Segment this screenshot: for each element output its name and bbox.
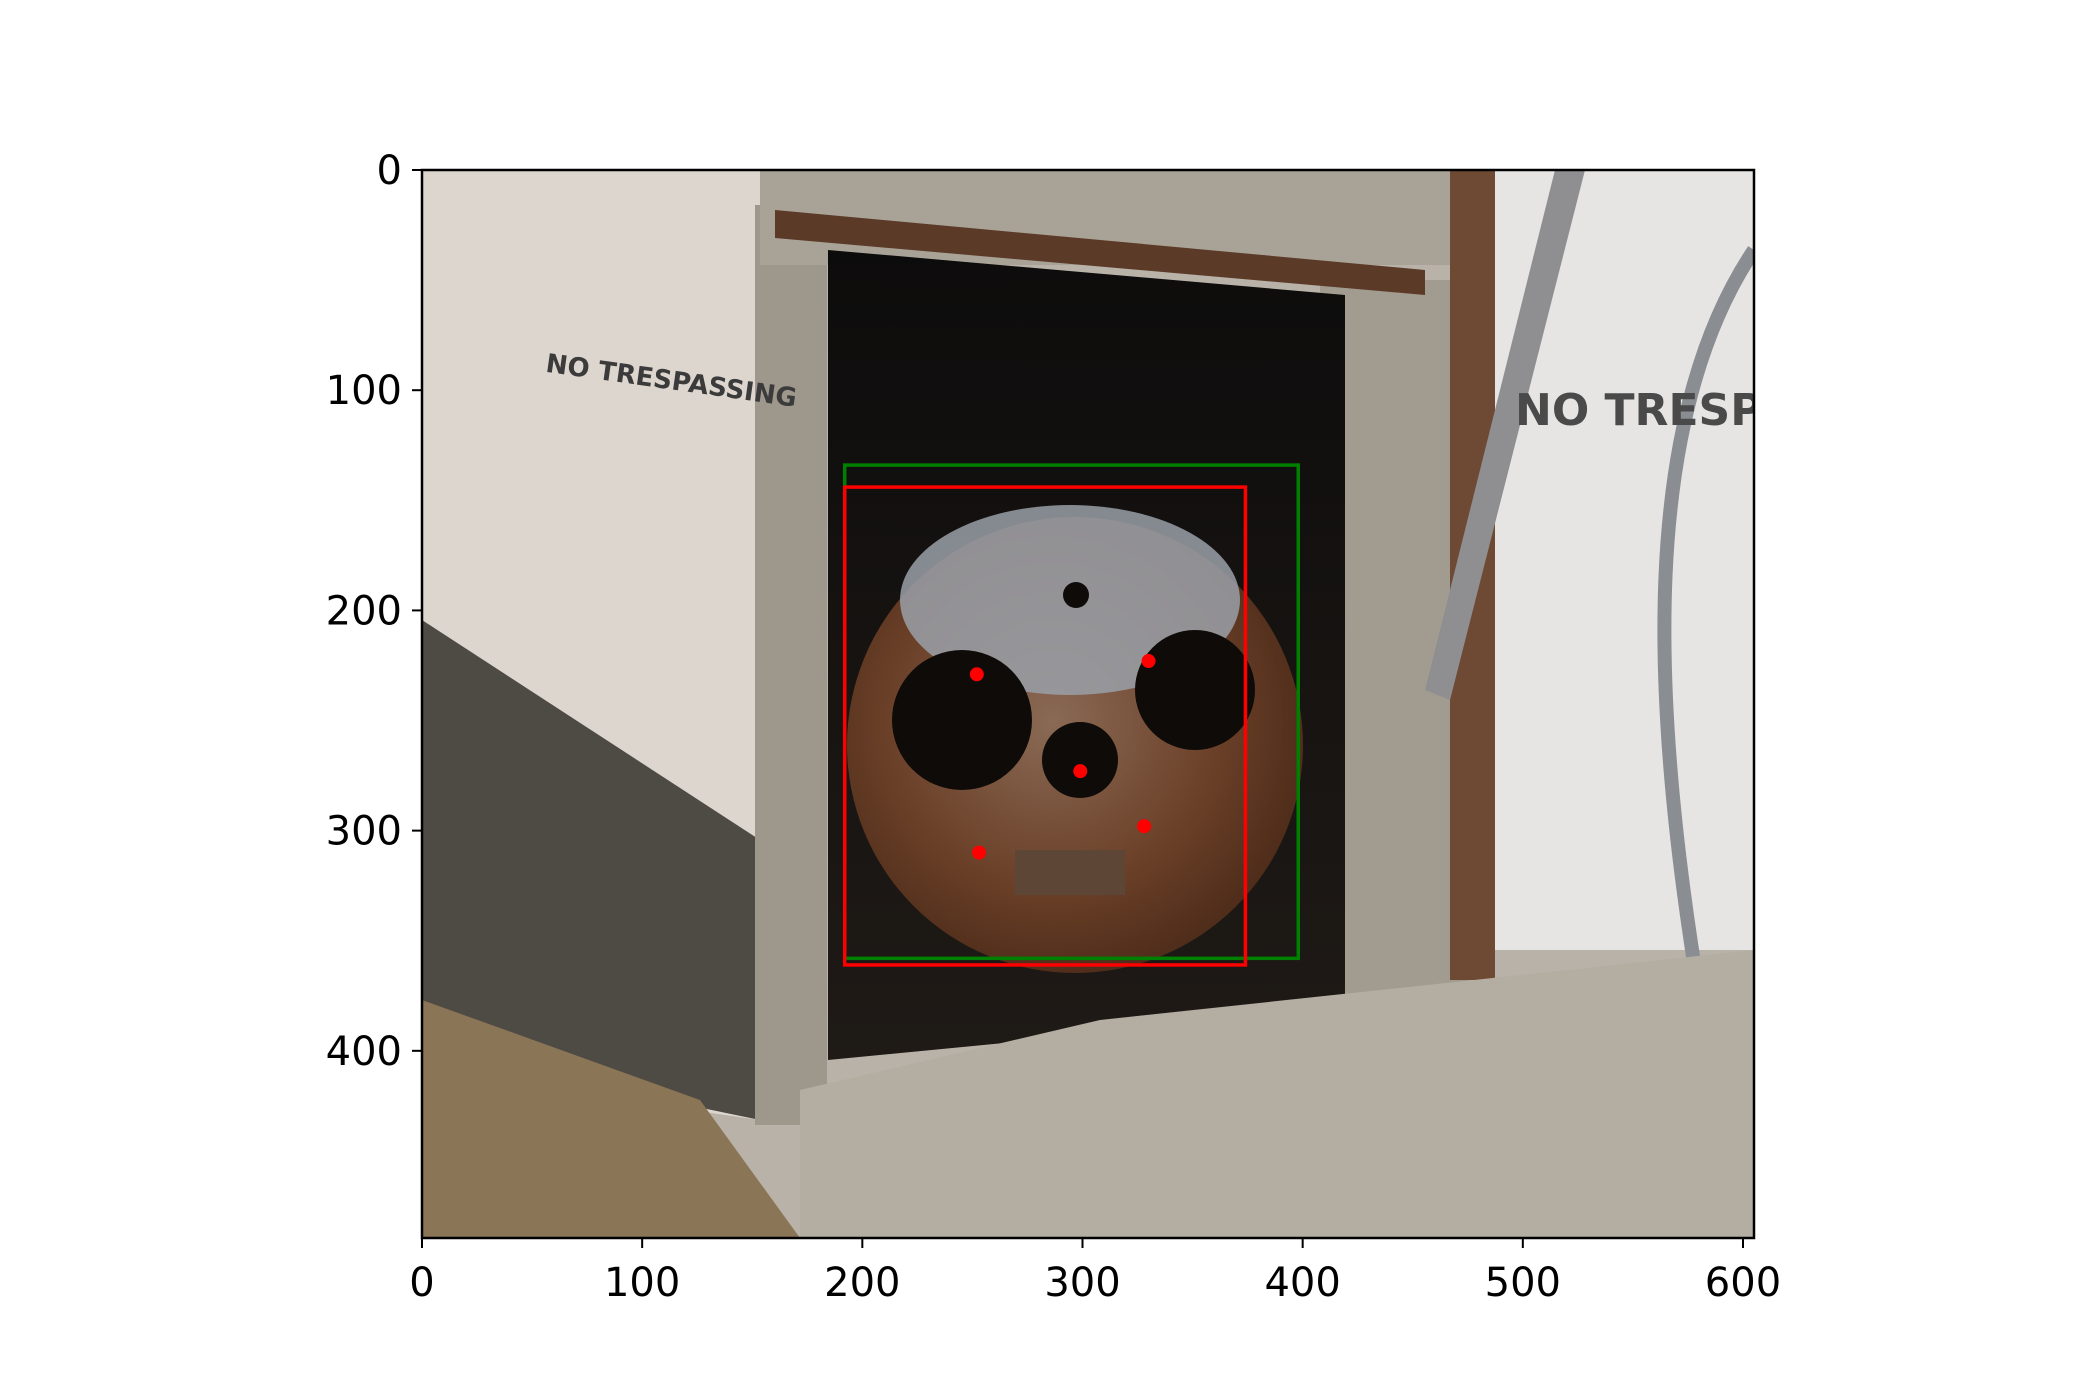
y-tick-label: 200	[326, 588, 402, 634]
rust-beam	[775, 210, 1425, 295]
concrete-ground	[800, 950, 1754, 1238]
y-tick-label: 400	[326, 1029, 402, 1075]
keypoint-5	[1137, 819, 1152, 834]
x-axis: 0 100 200 300 400 500 600	[409, 1238, 1781, 1306]
axes-frame	[420, 168, 1756, 1240]
x-tick-label: 100	[604, 1260, 680, 1306]
overlay-layer	[842, 463, 1301, 967]
y-axis: 0 100 200 300 400	[326, 148, 422, 1075]
photo-background: NO TRESPASSING NO TRESPASS	[422, 170, 1854, 1238]
tank-small-hole	[1063, 582, 1089, 608]
tank-grate	[1015, 850, 1125, 895]
x-tick-label: 200	[824, 1260, 900, 1306]
x-tick-label: 400	[1264, 1260, 1340, 1306]
right-door-sign: NO TRESPASS	[1515, 385, 1854, 436]
x-tick-label: 0	[409, 1260, 434, 1306]
x-tick-label: 600	[1705, 1260, 1781, 1306]
left-block-pillar	[755, 205, 827, 1125]
x-tick-label: 500	[1485, 1260, 1561, 1306]
left-wall-shadow	[422, 620, 760, 1120]
keypoint-3	[1073, 764, 1088, 779]
y-tick-label: 300	[326, 809, 402, 855]
x-tick-label: 300	[1044, 1260, 1120, 1306]
tank-right-hole	[1135, 630, 1255, 750]
dry-grass	[422, 1000, 800, 1238]
tank-left-hole	[892, 650, 1032, 790]
y-tick-label: 0	[377, 148, 402, 194]
tank-center-hole	[1042, 722, 1118, 798]
y-tick-label: 100	[326, 368, 402, 414]
red-box	[842, 485, 1248, 967]
diagonal-plank	[1425, 170, 1585, 700]
keypoint-1	[969, 667, 984, 682]
keypoint-2	[1141, 654, 1156, 669]
keypoint-4	[972, 845, 987, 860]
